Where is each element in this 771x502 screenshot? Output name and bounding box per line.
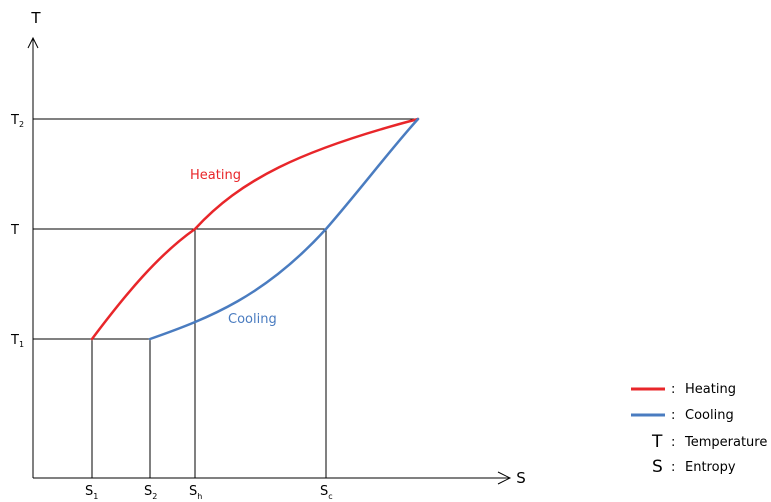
x-tick-s1: S1 [85, 484, 98, 501]
y-tick-t2-sub: 2 [19, 120, 24, 129]
x-tick-sc-sub: c [328, 492, 332, 501]
svg-text:T1: T1 [10, 333, 24, 349]
x-axis-arrow-icon [497, 471, 512, 485]
y-tick-t-main: T [10, 223, 19, 238]
legend-colon: : [671, 460, 675, 475]
svg-text:Sh: Sh [189, 484, 202, 501]
legend-colon: : [671, 382, 675, 397]
legend-item-temperature: T : Temperature [651, 432, 767, 452]
heating-curve [90, 117, 420, 341]
legend-cooling-text: Cooling [685, 408, 734, 423]
legend: : Heating : Cooling T : Temperature S : … [631, 382, 767, 477]
cooling-curve [148, 117, 420, 341]
legend-heating-text: Heating [685, 382, 736, 397]
y-tick-t: T [10, 223, 19, 238]
svg-text:T2: T2 [10, 113, 24, 129]
svg-text:T: T [10, 223, 19, 238]
x-tick-sc: Sc [320, 484, 333, 501]
legend-item-entropy: S : Entropy [652, 457, 736, 477]
y-tick-t1-sub: 1 [19, 340, 24, 349]
x-tick-s2: S2 [144, 484, 157, 501]
y-tick-t2-main: T [10, 113, 19, 128]
legend-colon: : [671, 435, 675, 450]
y-tick-t1: T1 [10, 333, 24, 349]
svg-text:Sc: Sc [320, 484, 333, 501]
x-axis-name: S [516, 469, 526, 487]
x-tick-sh-main: S [189, 484, 197, 499]
legend-item-cooling: : Cooling [631, 408, 734, 423]
x-tick-s1-sub: 1 [93, 492, 98, 501]
legend-entropy-symbol: S [652, 457, 663, 477]
x-tick-sh-sub: h [197, 492, 202, 501]
legend-entropy-text: Entropy [685, 460, 736, 475]
y-tick-t2: T2 [10, 113, 24, 129]
x-tick-sc-main: S [320, 484, 328, 499]
y-tick-t1-main: T [10, 333, 19, 348]
x-tick-sh: Sh [189, 484, 202, 501]
y-axis-name: T [30, 9, 41, 27]
legend-temperature-text: Temperature [684, 435, 767, 450]
legend-temperature-symbol: T [651, 432, 663, 452]
svg-text:S1: S1 [85, 484, 98, 501]
cooling-curve-label: Cooling [228, 312, 277, 327]
x-tick-s1-main: S [85, 484, 93, 499]
x-tick-s2-sub: 2 [152, 492, 157, 501]
svg-text:S2: S2 [144, 484, 157, 501]
y-axis-arrow-icon [27, 36, 39, 49]
legend-colon: : [671, 408, 675, 423]
legend-item-heating: : Heating [631, 382, 736, 397]
heating-curve-label: Heating [190, 168, 241, 183]
x-tick-s2-main: S [144, 484, 152, 499]
